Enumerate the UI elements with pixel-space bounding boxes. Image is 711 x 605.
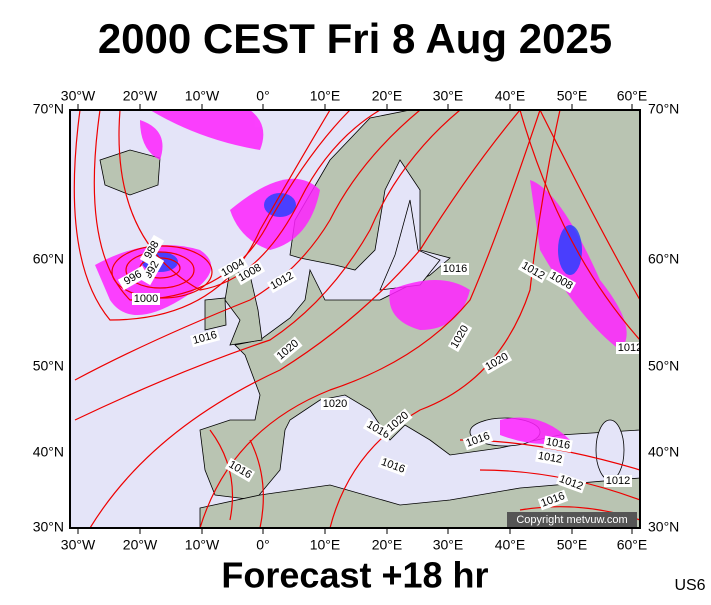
isobar-label: 1016 xyxy=(543,435,573,453)
isobar-label-box xyxy=(517,258,549,284)
lon-label: 50°E xyxy=(557,537,588,553)
isobar-label-box xyxy=(481,349,513,375)
isobar-label-box xyxy=(234,260,266,286)
lat-label: 30°N xyxy=(648,519,679,535)
lon-label: 30°E xyxy=(433,88,464,104)
isobar-label-box xyxy=(273,336,303,364)
lon-label: 20°W xyxy=(123,537,158,553)
lat-label: 40°N xyxy=(33,444,64,460)
lon-label: 10°E xyxy=(310,537,341,553)
lon-label: 20°E xyxy=(372,88,403,104)
isobar-label: 1016 xyxy=(441,263,469,275)
forecast-label: Forecast +18 hr xyxy=(221,555,488,596)
isobar-label-text: 1020 xyxy=(323,398,347,410)
isobar-label: 1012 xyxy=(535,449,565,467)
isobar-label-text: 1012 xyxy=(606,475,630,487)
isobar-label-text: 1012 xyxy=(618,342,642,354)
isobar-label-box xyxy=(543,435,573,453)
lat-label: 70°N xyxy=(33,101,64,117)
copyright-box xyxy=(507,512,637,527)
isobar-label: 1000 xyxy=(132,293,160,305)
isobar-label-box xyxy=(321,398,349,410)
isobar-label: 1016 xyxy=(189,328,221,348)
isobar-label-box xyxy=(224,457,256,483)
isobar-label-text: 1016 xyxy=(443,263,467,275)
lon-label: 10°W xyxy=(185,537,220,553)
lon-label: 60°E xyxy=(617,88,648,104)
isobar-label-box xyxy=(132,293,160,305)
lon-label: 30°W xyxy=(61,88,96,104)
lon-label: 10°E xyxy=(310,88,341,104)
isobar-label-box xyxy=(447,321,473,353)
isobar-label-box xyxy=(383,408,413,436)
lat-label: 60°N xyxy=(648,251,679,267)
isobar-label-box xyxy=(377,455,409,477)
lon-label: 50°E xyxy=(557,88,588,104)
isobar-label-box xyxy=(139,254,165,286)
isobar-label-box xyxy=(462,429,494,451)
lat-label: 50°N xyxy=(33,358,64,374)
copyright: Copyright metvuw.com xyxy=(516,514,627,526)
lat-label: 30°N xyxy=(33,519,64,535)
isobar-label-box xyxy=(555,472,587,494)
land-iceland xyxy=(99,149,161,196)
title: 2000 CEST Fri 8 Aug 2025 xyxy=(98,15,612,62)
isobar-label-text: 1000 xyxy=(134,293,158,305)
lon-label: 40°E xyxy=(495,537,526,553)
isobar-label-box xyxy=(537,489,569,511)
isobar-label: 1020 xyxy=(321,398,349,410)
lat-label: 60°N xyxy=(33,251,64,267)
lon-label: 20°W xyxy=(123,88,158,104)
lon-label: 0° xyxy=(256,537,269,553)
run-code: US6 xyxy=(674,577,705,594)
isobar-label-text: 1016 xyxy=(545,436,571,452)
lon-label: 10°W xyxy=(185,88,220,104)
isobar-label-box xyxy=(616,342,640,354)
isobar-label-box xyxy=(189,328,221,348)
lon-label: 30°W xyxy=(61,537,96,553)
land-britain xyxy=(224,269,263,346)
lat-label: 70°N xyxy=(648,101,679,117)
lon-label: 20°E xyxy=(372,537,403,553)
isobar-label-box xyxy=(604,475,632,487)
lat-label: 40°N xyxy=(648,444,679,460)
lat-label: 50°N xyxy=(648,358,679,374)
isobar-label: 1012 xyxy=(616,342,642,354)
lon-label: 0° xyxy=(256,88,269,104)
lon-label: 60°E xyxy=(617,537,648,553)
isobar-label-box xyxy=(139,234,165,266)
isobar-label-text: 1012 xyxy=(537,450,563,466)
map-frame xyxy=(69,109,641,529)
caspian-sea xyxy=(595,419,625,481)
isobar-label: 1012 xyxy=(604,475,632,487)
isobar-label-box xyxy=(217,255,249,281)
isobar-label-box xyxy=(441,263,469,275)
isobar-label-box xyxy=(117,265,149,291)
isobar-label-box xyxy=(266,268,298,294)
isobar-label-box xyxy=(535,449,565,467)
isobar-label-box xyxy=(545,268,577,294)
axis-labels: 30°W 30°W 20°W 20°W 10°W 10°W 0° 0° 10°E 10°E 20°E… xyxy=(33,88,680,553)
isobar-label-box xyxy=(362,417,394,443)
lon-label: 40°E xyxy=(495,88,526,104)
lon-label: 30°E xyxy=(433,537,464,553)
